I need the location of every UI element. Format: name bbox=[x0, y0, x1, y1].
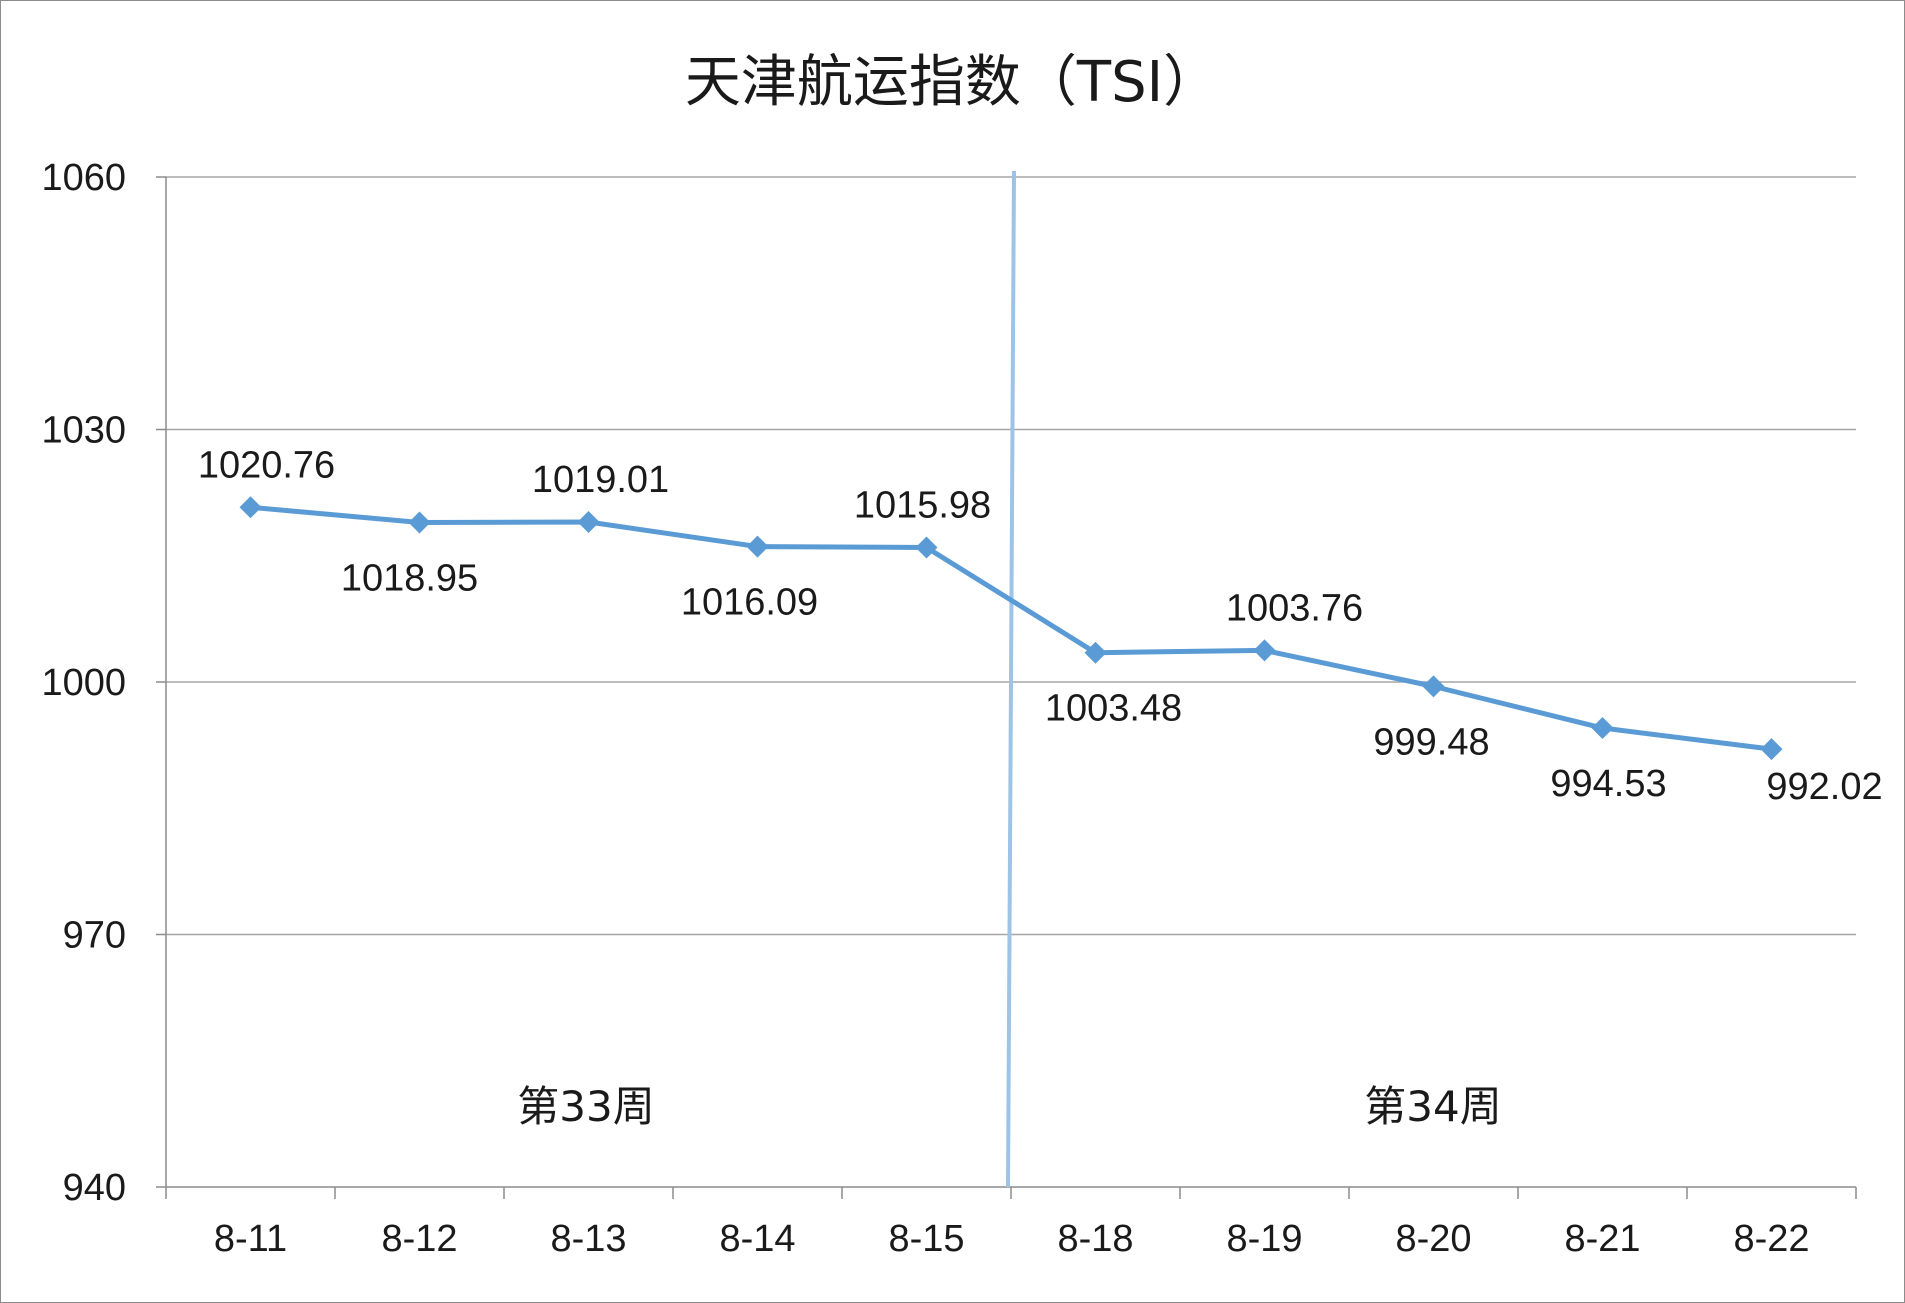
x-tick-label: 8-15 bbox=[888, 1218, 964, 1260]
chart-title: 天津航运指数（TSI） bbox=[685, 50, 1219, 115]
x-tick-label: 8-19 bbox=[1226, 1218, 1302, 1260]
series-line bbox=[250, 504, 1772, 752]
y-tick-label: 1030 bbox=[41, 410, 126, 452]
data-point bbox=[239, 496, 262, 519]
data-point bbox=[1760, 738, 1783, 761]
data-point bbox=[577, 510, 600, 533]
x-axis-ticks: 8-11 8-12 8-13 8-14 8-15 8-18 8-19 8-20 8-21 8-22 bbox=[165, 1187, 1857, 1260]
x-tick-label: 8-20 bbox=[1395, 1218, 1471, 1260]
series-tsi bbox=[239, 496, 1783, 761]
data-point bbox=[746, 535, 769, 558]
data-label: 1019.01 bbox=[532, 459, 669, 501]
y-tick-label: 970 bbox=[63, 915, 126, 957]
data-label: 1018.95 bbox=[341, 558, 478, 600]
data-label: 999.48 bbox=[1373, 721, 1489, 763]
data-point bbox=[408, 511, 431, 534]
data-point bbox=[1422, 675, 1445, 698]
y-tick-label: 1000 bbox=[41, 662, 126, 704]
data-label: 1016.09 bbox=[681, 582, 818, 624]
data-label: 992.02 bbox=[1766, 766, 1882, 808]
x-tick-label: 8-22 bbox=[1733, 1218, 1809, 1260]
data-label: 994.53 bbox=[1550, 763, 1666, 805]
annotation-week-34: 第34周 bbox=[1364, 1082, 1501, 1131]
y-tick-label: 1060 bbox=[41, 157, 126, 199]
x-tick-label: 8-12 bbox=[381, 1218, 457, 1260]
data-point bbox=[1084, 641, 1107, 664]
week-divider bbox=[1006, 170, 1016, 1188]
x-tick-label: 8-11 bbox=[214, 1218, 287, 1260]
data-label: 1003.48 bbox=[1045, 688, 1182, 730]
data-label: 1003.76 bbox=[1226, 587, 1363, 629]
x-tick-label: 8-18 bbox=[1057, 1218, 1133, 1260]
x-tick-label: 8-14 bbox=[719, 1218, 795, 1260]
y-axis-ticks: 940 970 1000 1030 1060 bbox=[41, 157, 166, 1209]
data-point bbox=[1591, 717, 1614, 740]
y-tick-label: 940 bbox=[63, 1167, 126, 1209]
x-tick-label: 8-13 bbox=[550, 1218, 626, 1260]
data-labels: 1020.76 1018.95 1019.01 1016.09 1015.98 1003.… bbox=[198, 444, 1883, 808]
data-label: 1020.76 bbox=[198, 444, 335, 486]
annotation-week-33: 第33周 bbox=[517, 1082, 654, 1131]
week-divider-line bbox=[1006, 170, 1016, 1188]
data-label: 1015.98 bbox=[854, 485, 991, 527]
data-point bbox=[915, 536, 938, 559]
x-tick-label: 8-21 bbox=[1564, 1218, 1640, 1260]
data-point bbox=[1253, 639, 1276, 662]
